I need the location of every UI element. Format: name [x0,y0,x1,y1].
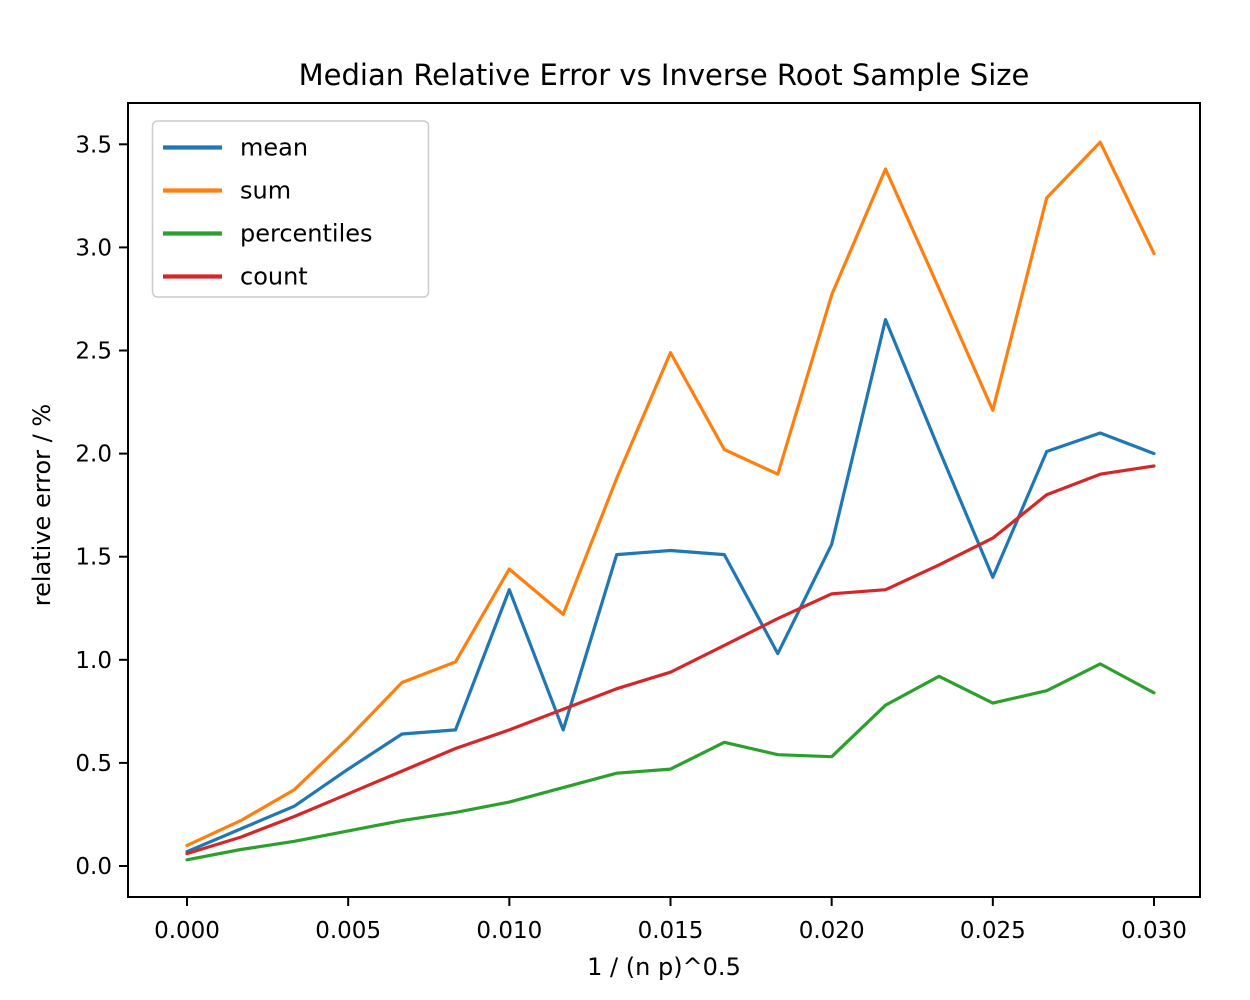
x-tick-label: 0.000 [154,918,220,944]
y-tick-label: 1.0 [75,648,112,674]
y-tick-label: 0.5 [75,751,112,777]
y-tick-label: 3.0 [75,235,112,261]
legend-label-count: count [240,263,308,291]
x-tick-label: 0.020 [799,918,865,944]
y-axis: 0.0 0.5 1.0 1.5 2.0 2.5 3.0 3.5 [75,132,128,880]
legend-label-percentiles: percentiles [240,220,373,248]
series-line-count [185,464,1156,856]
x-tick-label: 0.010 [476,918,542,944]
x-axis-label: 1 / (n p)^0.5 [587,953,741,981]
chart-title: Median Relative Error vs Inverse Root Sa… [299,58,1030,92]
series-line-mean [185,318,1156,854]
x-axis: 0.000 0.005 0.010 0.015 0.020 0.025 0.030 [154,897,1187,944]
legend-label-sum: sum [240,177,291,205]
series-lines [185,140,1156,862]
x-tick-label: 0.015 [638,918,704,944]
series-line-sum [185,140,1156,848]
legend-label-mean: mean [240,134,308,162]
x-tick-label: 0.025 [960,918,1026,944]
y-axis-label: relative error / % [28,404,56,606]
series-line-percentiles [185,662,1156,862]
y-tick-label: 2.5 [75,339,112,365]
x-tick-label: 0.030 [1121,918,1187,944]
legend-box [151,120,430,298]
y-tick-label: 0.0 [75,854,112,880]
y-tick-label: 3.5 [75,132,112,158]
y-tick-label: 1.5 [75,545,112,571]
legend: mean sum percentiles count [151,120,430,298]
y-tick-label: 2.0 [75,442,112,468]
x-tick-label: 0.005 [315,918,381,944]
